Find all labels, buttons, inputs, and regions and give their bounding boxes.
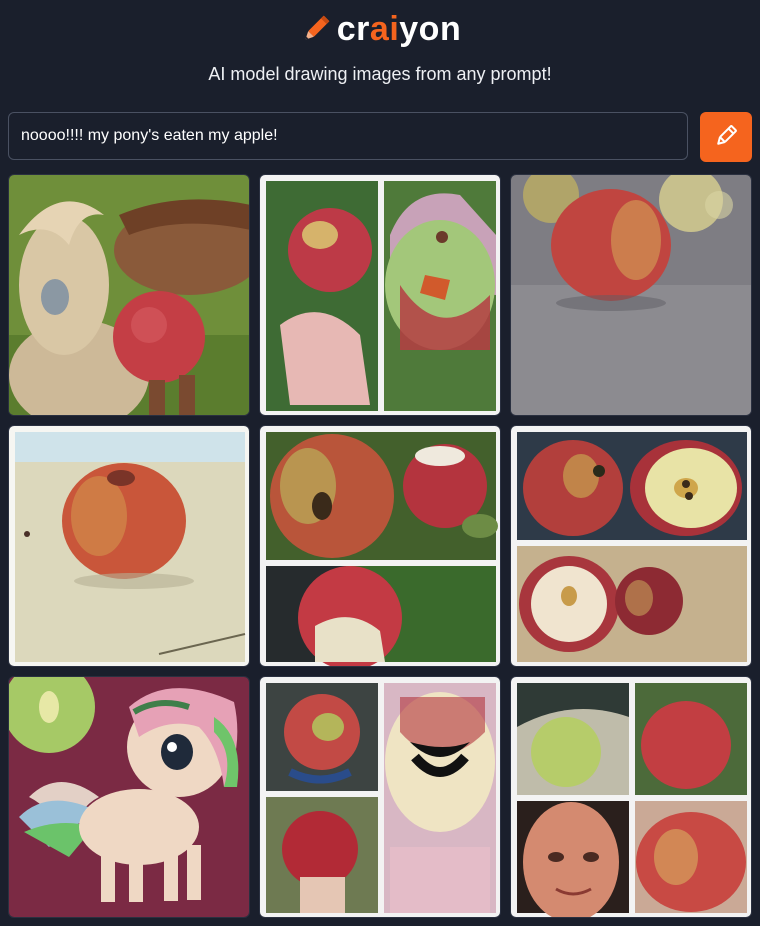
header: craiyon AI model drawing images from any…: [0, 0, 760, 110]
logo-text-suffix: yon: [399, 10, 462, 48]
draw-button[interactable]: [700, 112, 752, 162]
logo-text-prefix: cr: [336, 10, 370, 48]
result-image-8[interactable]: [259, 676, 501, 918]
results-grid: [8, 174, 752, 918]
result-image-3[interactable]: [510, 174, 752, 416]
prompt-input[interactable]: [8, 112, 688, 160]
tagline: AI model drawing images from any prompt!: [208, 64, 552, 84]
prompt-bar: [8, 112, 752, 162]
result-image-6[interactable]: [510, 425, 752, 667]
pencil-icon: [713, 123, 739, 152]
result-image-7[interactable]: [8, 676, 250, 918]
result-image-9[interactable]: [510, 676, 752, 918]
result-image-2[interactable]: [259, 174, 501, 416]
craiyon-logo[interactable]: craiyon: [0, 10, 760, 55]
result-image-5[interactable]: [259, 425, 501, 667]
logo-text-accent: ai: [369, 10, 400, 48]
result-image-4[interactable]: [8, 425, 250, 667]
result-image-1[interactable]: [8, 174, 250, 416]
pencil-logo-icon: [299, 12, 333, 55]
